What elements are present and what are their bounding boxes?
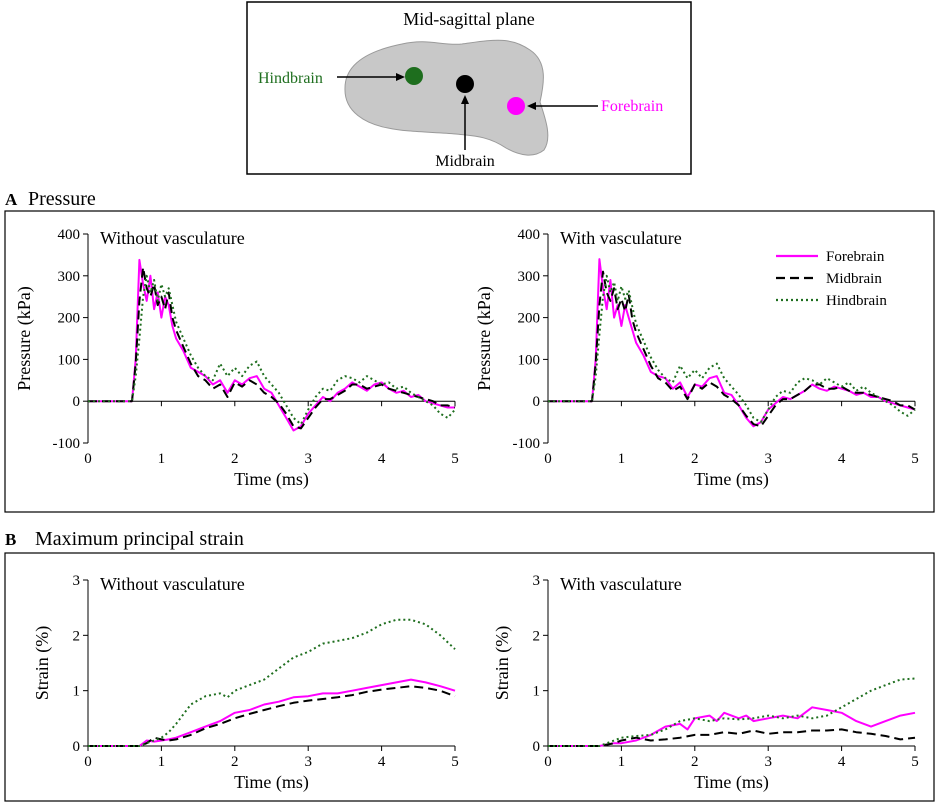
chart-title: Without vasculature: [100, 574, 245, 594]
y-tick-label: 2: [533, 628, 541, 644]
y-tick-label: 0: [533, 394, 541, 410]
x-tick-label: 2: [691, 754, 699, 770]
chart-title: With vasculature: [560, 574, 682, 594]
panel-b-letter: B: [5, 530, 16, 549]
y-tick-label: 0: [533, 739, 541, 755]
x-tick-label: 0: [544, 754, 552, 770]
y-tick-label: 300: [518, 269, 541, 285]
x-axis-label: Time (ms): [234, 772, 309, 793]
y-tick-label: 1: [73, 684, 81, 700]
x-axis-label: Time (ms): [694, 469, 769, 490]
y-tick-label: 0: [73, 739, 81, 755]
hindbrain-label: Hindbrain: [258, 70, 323, 87]
forebrain-marker: [507, 97, 525, 115]
hindbrain-arrowhead: [396, 73, 405, 81]
midbrain-label: Midbrain: [435, 153, 495, 170]
series-midbrain: [548, 270, 916, 428]
y-axis-label: Strain (%): [492, 626, 513, 700]
y-tick-label: 200: [518, 311, 541, 327]
forebrain-label: Forebrain: [601, 98, 663, 115]
x-tick-label: 3: [304, 451, 312, 467]
y-tick-label: 0: [73, 394, 81, 410]
series-hindbrain: [548, 274, 916, 424]
forebrain-arrowhead: [527, 102, 536, 110]
legend-label-hindbrain: Hindbrain: [826, 293, 887, 309]
series-forebrain: [88, 258, 455, 432]
x-tick-label: 2: [231, 451, 239, 467]
y-tick-label: 3: [73, 573, 81, 589]
x-tick-label: 3: [764, 451, 772, 467]
panel-b-title: Maximum principal strain: [35, 528, 244, 550]
legend-label-midbrain: Midbrain: [826, 271, 882, 287]
y-tick-label: 300: [58, 269, 81, 285]
y-tick-label: 2: [73, 628, 81, 644]
x-tick-label: 1: [158, 451, 166, 467]
series-hindbrain: [88, 618, 456, 747]
y-axis-label: Pressure (kPa): [14, 286, 35, 390]
x-tick-label: 3: [304, 754, 312, 770]
series-forebrain: [548, 258, 916, 428]
x-tick-label: 1: [618, 451, 626, 467]
series-midbrain: [88, 685, 456, 747]
series-forebrain: [548, 706, 916, 747]
chart-title: With vasculature: [560, 228, 682, 248]
series-hindbrain: [88, 274, 456, 426]
panel-a-title: Pressure: [28, 188, 96, 210]
x-tick-label: 1: [158, 754, 166, 770]
x-tick-label: 4: [838, 754, 846, 770]
y-tick-label: 1: [533, 684, 541, 700]
y-tick-label: 400: [58, 227, 81, 243]
brain-diagram: Mid-sagittal plane Hindbrain Midbrain Fo…: [246, 1, 692, 175]
y-tick-label: 3: [533, 573, 541, 589]
x-tick-label: 0: [84, 754, 92, 770]
y-axis-label: Strain (%): [32, 626, 53, 700]
x-axis-label: Time (ms): [694, 772, 769, 793]
panel-a-frame: [4, 210, 935, 513]
x-tick-label: 0: [544, 451, 552, 467]
x-tick-label: 1: [618, 754, 626, 770]
y-tick-label: 100: [518, 352, 541, 368]
x-tick-label: 4: [838, 451, 846, 467]
x-tick-label: 5: [911, 451, 919, 467]
series-midbrain: [548, 728, 916, 747]
y-tick-label: -100: [53, 436, 81, 452]
x-tick-label: 3: [764, 754, 772, 770]
x-tick-label: 5: [451, 451, 459, 467]
diagram-title: Mid-sagittal plane: [403, 9, 534, 29]
strain-without-vasculature-chart: 0 1 2 3 0 1 2 3 4 5 Time (ms) Strain (%) Without vas…: [32, 573, 459, 793]
midbrain-marker: [456, 75, 474, 93]
legend-label-forebrain: Forebrain: [826, 249, 885, 265]
legend: Forebrain Midbrain Hindbrain: [776, 249, 887, 309]
x-tick-label: 5: [451, 754, 459, 770]
hindbrain-marker: [405, 67, 423, 85]
chart-title: Without vasculature: [100, 228, 245, 248]
series-forebrain: [88, 678, 456, 747]
y-axis-label: Pressure (kPa): [474, 286, 495, 390]
brain-silhouette: [344, 39, 549, 156]
y-tick-label: 100: [58, 352, 81, 368]
x-tick-label: 2: [691, 451, 699, 467]
x-tick-label: 0: [84, 451, 92, 467]
series-midbrain: [88, 266, 456, 430]
series-hindbrain: [548, 677, 916, 747]
y-tick-label: 400: [518, 227, 541, 243]
y-tick-label: -100: [513, 436, 541, 452]
midbrain-arrowhead: [461, 95, 469, 104]
panel-b-frame: [4, 552, 935, 802]
y-tick-label: 200: [58, 311, 81, 327]
x-tick-label: 4: [378, 451, 386, 467]
strain-with-vasculature-chart: 0 1 2 3 0 1 2 3 4 5 Time (ms) Strain (%) With vascul…: [492, 573, 919, 793]
x-tick-label: 5: [911, 754, 919, 770]
x-tick-label: 2: [231, 754, 239, 770]
x-tick-label: 4: [378, 754, 386, 770]
x-axis-label: Time (ms): [234, 469, 309, 490]
panel-a-letter: A: [5, 190, 18, 209]
